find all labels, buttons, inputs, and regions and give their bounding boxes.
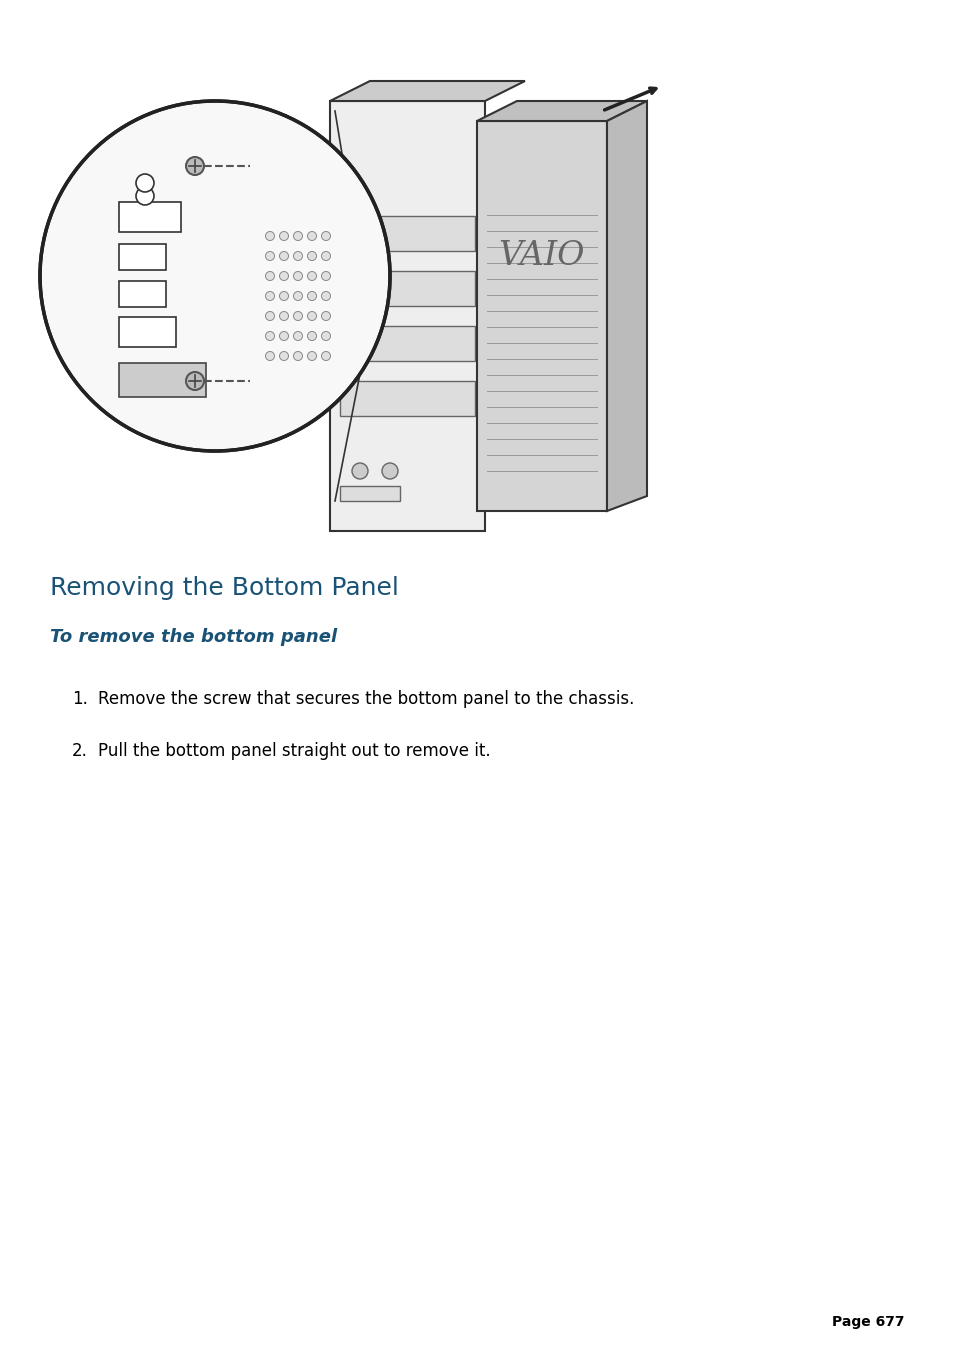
Circle shape: [40, 101, 390, 451]
FancyBboxPatch shape: [339, 486, 399, 501]
Circle shape: [294, 292, 302, 300]
Text: Page 677: Page 677: [832, 1315, 904, 1329]
FancyBboxPatch shape: [119, 317, 175, 347]
Text: Remove the screw that secures the bottom panel to the chassis.: Remove the screw that secures the bottom…: [98, 690, 634, 708]
Circle shape: [321, 312, 330, 320]
Circle shape: [307, 272, 316, 281]
Circle shape: [294, 331, 302, 340]
FancyBboxPatch shape: [119, 363, 206, 397]
Circle shape: [279, 351, 288, 361]
Circle shape: [307, 231, 316, 240]
Circle shape: [279, 331, 288, 340]
Polygon shape: [606, 101, 646, 511]
Polygon shape: [476, 122, 606, 511]
Circle shape: [265, 331, 274, 340]
Circle shape: [307, 292, 316, 300]
Circle shape: [265, 292, 274, 300]
Circle shape: [186, 157, 204, 176]
FancyBboxPatch shape: [119, 245, 166, 270]
Circle shape: [321, 231, 330, 240]
Circle shape: [279, 312, 288, 320]
Text: VAIO: VAIO: [498, 240, 584, 272]
Circle shape: [307, 312, 316, 320]
Circle shape: [321, 331, 330, 340]
Text: Pull the bottom panel straight out to remove it.: Pull the bottom panel straight out to re…: [98, 742, 490, 761]
FancyBboxPatch shape: [339, 216, 475, 251]
Circle shape: [321, 292, 330, 300]
Circle shape: [352, 463, 368, 480]
Circle shape: [321, 351, 330, 361]
Circle shape: [294, 231, 302, 240]
Text: Removing the Bottom Panel: Removing the Bottom Panel: [50, 576, 398, 600]
Text: 2.: 2.: [71, 742, 88, 761]
Circle shape: [321, 272, 330, 281]
Circle shape: [321, 251, 330, 261]
Circle shape: [307, 251, 316, 261]
FancyBboxPatch shape: [339, 326, 475, 361]
Circle shape: [294, 312, 302, 320]
FancyBboxPatch shape: [119, 281, 166, 307]
FancyBboxPatch shape: [339, 381, 475, 416]
Circle shape: [294, 351, 302, 361]
Circle shape: [279, 292, 288, 300]
Text: To remove the bottom panel: To remove the bottom panel: [50, 628, 336, 646]
Circle shape: [279, 251, 288, 261]
Circle shape: [307, 331, 316, 340]
Circle shape: [381, 463, 397, 480]
Circle shape: [265, 272, 274, 281]
Circle shape: [265, 251, 274, 261]
Circle shape: [294, 272, 302, 281]
Circle shape: [265, 351, 274, 361]
Circle shape: [279, 231, 288, 240]
Circle shape: [265, 231, 274, 240]
Polygon shape: [476, 101, 646, 122]
Circle shape: [136, 174, 153, 192]
Text: 1.: 1.: [71, 690, 88, 708]
Polygon shape: [330, 81, 524, 101]
Circle shape: [265, 312, 274, 320]
Circle shape: [186, 372, 204, 390]
Circle shape: [307, 351, 316, 361]
FancyBboxPatch shape: [330, 101, 484, 531]
FancyBboxPatch shape: [119, 203, 181, 232]
FancyBboxPatch shape: [339, 272, 475, 305]
Circle shape: [294, 251, 302, 261]
Circle shape: [279, 272, 288, 281]
Circle shape: [136, 186, 153, 205]
